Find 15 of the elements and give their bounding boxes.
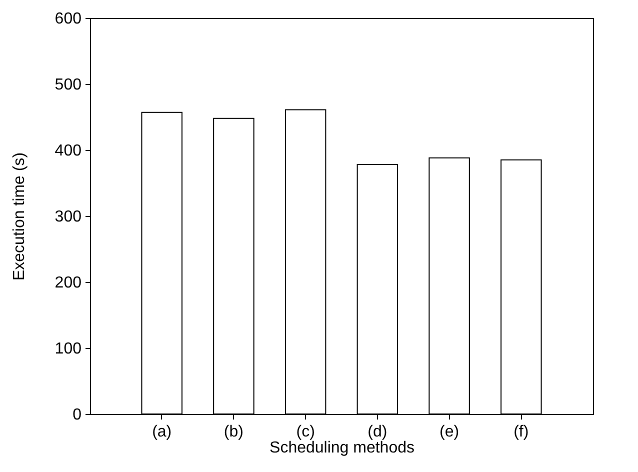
y-tick-label: 400: [54, 142, 82, 160]
x-tick-label: (a): [152, 424, 172, 440]
x-tick-label: (b): [224, 424, 244, 440]
y-tick-label: 100: [54, 340, 82, 358]
y-axis-title: Execution time (s): [10, 152, 28, 281]
y-tick-label: 300: [54, 208, 82, 226]
y-tick-label: 200: [54, 274, 82, 292]
y-tick-label: 600: [54, 10, 82, 28]
x-tick-label: (f): [514, 424, 529, 440]
x-tick-label: (e): [440, 424, 460, 440]
y-tick-label: 500: [54, 76, 82, 94]
x-tick-label: (c): [296, 424, 315, 440]
y-tick-label: 0: [72, 406, 82, 424]
x-axis-title: Scheduling methods: [270, 440, 414, 456]
x-tick-label: (d): [368, 424, 388, 440]
